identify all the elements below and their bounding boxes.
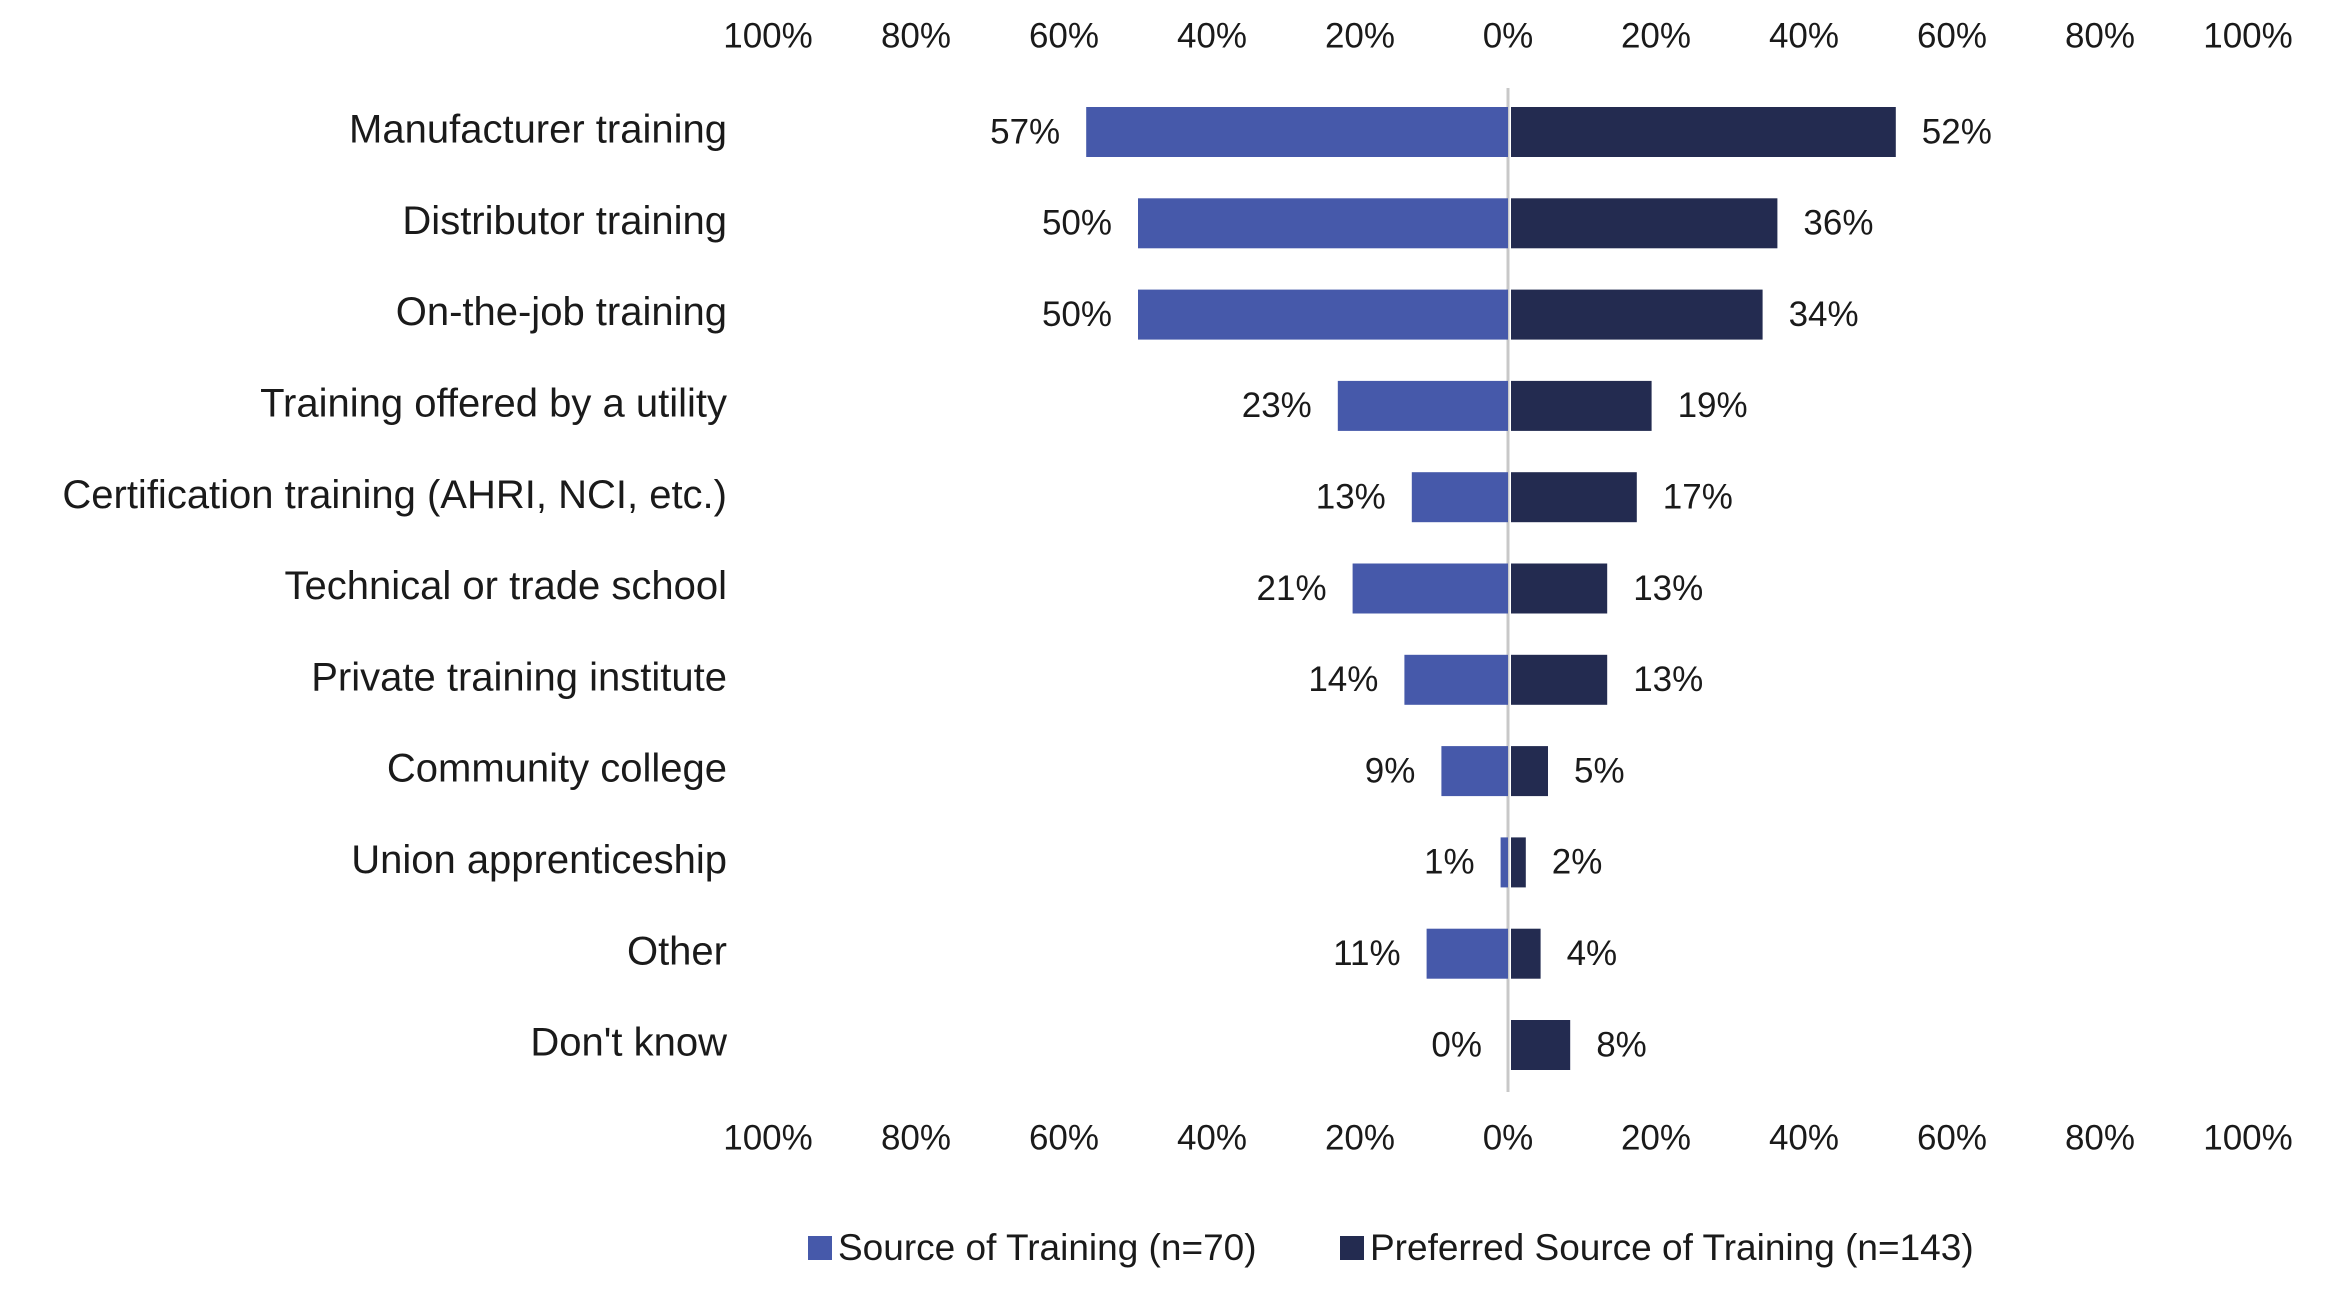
preferred-value-label: 2% [1552,843,1603,882]
preferred-value-label: 13% [1633,660,1703,699]
top-axis-tick-label: 40% [1769,16,1839,55]
preferred-value-label: 52% [1922,112,1992,151]
legend-swatch-preferred [1340,1236,1364,1260]
top-axis-tick-label: 20% [1621,16,1691,55]
preferred-value-label: 5% [1574,751,1625,790]
category-label: Private training institute [311,655,727,699]
top-axis-tick-label: 100% [723,16,813,55]
preferred-bar [1511,563,1608,614]
category-label: On-the-job training [396,290,727,334]
bottom-axis-tick-label: 60% [1917,1118,1987,1157]
top-axis-tick-label: 40% [1177,16,1247,55]
category-label: Union apprenticeship [351,838,727,882]
source-bar [1086,107,1508,157]
source-value-label: 1% [1424,843,1475,882]
source-bar [1441,746,1508,797]
source-value-label: 23% [1242,386,1312,425]
source-bar [1138,198,1508,249]
source-value-label: 11% [1333,934,1400,973]
preferred-bar [1511,380,1652,431]
bottom-axis-tick-label: 40% [1177,1118,1247,1157]
preferred-value-label: 19% [1678,386,1748,425]
category-label: Don't know [530,1021,727,1065]
preferred-bar [1511,837,1526,888]
category-label: Community college [387,747,727,791]
source-value-label: 9% [1365,751,1416,790]
category-label: Certification training (AHRI, NCI, etc.) [62,473,727,517]
bottom-axis-tick-label: 20% [1621,1118,1691,1157]
preferred-value-label: 4% [1567,934,1618,973]
source-bar [1411,472,1508,523]
bottom-axis-tick-label: 60% [1029,1118,1099,1157]
preferred-bar [1511,472,1637,523]
category-label: Manufacturer training [349,108,727,152]
preferred-bar [1511,198,1778,249]
preferred-bar [1511,1020,1571,1070]
source-value-label: 50% [1042,204,1112,243]
category-label: Technical or trade school [285,564,727,608]
bottom-axis-tick-label: 40% [1769,1118,1839,1157]
preferred-value-label: 13% [1633,569,1703,608]
source-bar [1352,563,1508,614]
preferred-value-label: 17% [1663,477,1733,516]
legend-label-preferred: Preferred Source of Training (n=143) [1370,1227,1974,1268]
top-axis-tick-label: 60% [1029,16,1099,55]
preferred-value-label: 36% [1803,204,1873,243]
top-axis-tick-label: 100% [2203,16,2293,55]
category-label: Training offered by a utility [260,381,727,425]
source-value-label: 14% [1308,660,1378,699]
legend-swatch-source [808,1236,832,1260]
bottom-axis-tick-label: 100% [723,1118,813,1157]
category-label: Other [627,929,727,973]
source-bar [1138,289,1508,340]
preferred-value-label: 8% [1596,1025,1647,1064]
top-axis-tick-label: 80% [2065,16,2135,55]
preferred-bar [1511,928,1541,979]
preferred-bar [1511,746,1548,797]
legend-label-source: Source of Training (n=70) [838,1227,1257,1268]
bottom-axis-tick-label: 80% [2065,1118,2135,1157]
bottom-axis-tick-label: 20% [1325,1118,1395,1157]
preferred-bar [1511,289,1763,340]
preferred-bar [1511,107,1896,157]
source-value-label: 0% [1431,1025,1482,1064]
top-axis-tick-label: 60% [1917,16,1987,55]
source-value-label: 57% [990,112,1060,151]
source-bar [1500,837,1508,888]
source-value-label: 21% [1257,569,1327,608]
source-bar [1426,928,1508,979]
category-label: Distributor training [402,199,727,243]
preferred-value-label: 34% [1789,295,1859,334]
bottom-axis-tick-label: 100% [2203,1118,2293,1157]
source-value-label: 50% [1042,295,1112,334]
top-axis-tick-label: 0% [1483,16,1534,55]
top-axis-tick-label: 80% [881,16,951,55]
bottom-axis-tick-label: 0% [1483,1118,1534,1157]
top-axis-tick-label: 20% [1325,16,1395,55]
source-bar [1404,654,1508,705]
source-bar [1337,380,1508,431]
bottom-axis-tick-label: 80% [881,1118,951,1157]
source-value-label: 13% [1316,477,1386,516]
preferred-bar [1511,654,1608,705]
